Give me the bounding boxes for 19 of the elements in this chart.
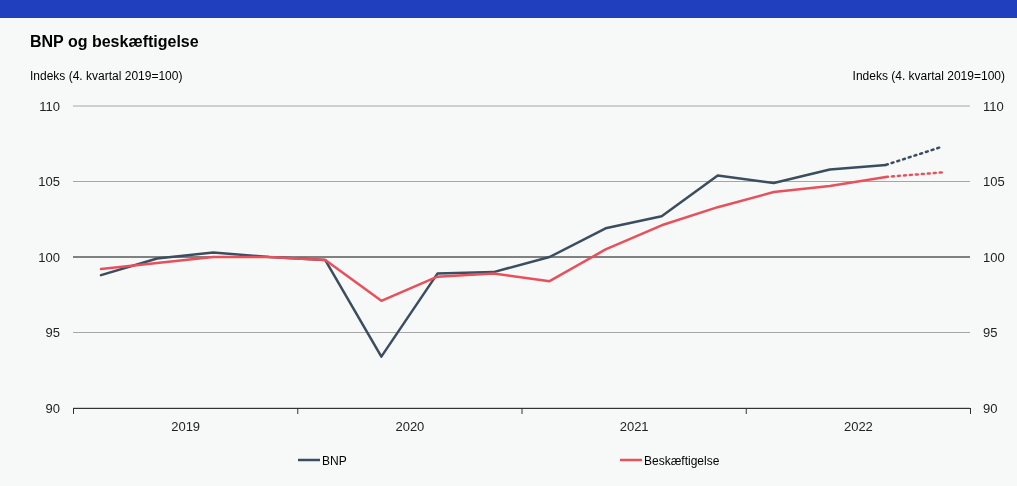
x-tick-label: 2020	[395, 419, 425, 435]
x-tick-label: 2019	[171, 419, 201, 435]
y-axis-title: Indeks (4. kvartal 2019=100)	[30, 69, 183, 83]
y2-axis-title: Indeks (4. kvartal 2019=100)	[852, 69, 1005, 83]
y2-tick-label: 105	[983, 174, 1005, 190]
x-tick-label: 2022	[843, 419, 873, 435]
y-tick-label: 100	[38, 249, 60, 265]
x-tick-label: 2021	[619, 419, 649, 435]
y2-tick-label: 100	[983, 249, 1005, 265]
chart-title: BNP og beskæftigelse	[30, 33, 199, 50]
y-tick-label: 105	[38, 174, 60, 190]
legend-label: BNP	[322, 453, 347, 468]
y-tick-label: 95	[45, 325, 60, 341]
y2-tick-label: 110	[983, 98, 1004, 114]
y2-tick-label: 90	[983, 400, 998, 416]
y2-tick-label: 95	[983, 325, 998, 341]
y-tick-label: 90	[45, 400, 60, 416]
y-tick-label: 110	[39, 98, 60, 114]
legend-label: Beskæftigelse	[644, 453, 720, 468]
